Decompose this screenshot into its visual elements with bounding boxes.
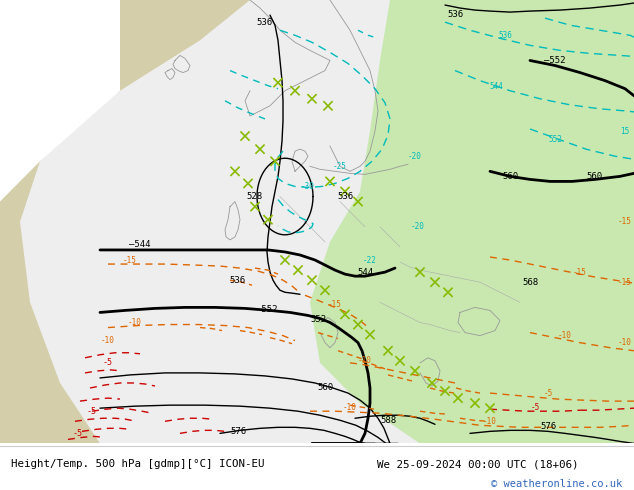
Text: -5: -5 <box>103 358 113 368</box>
Text: 15: 15 <box>621 126 630 136</box>
Text: -5: -5 <box>531 403 540 412</box>
Polygon shape <box>310 0 634 443</box>
Text: 588: 588 <box>380 416 396 425</box>
Text: 536: 536 <box>256 18 272 26</box>
Text: -15: -15 <box>573 268 587 277</box>
Polygon shape <box>20 0 634 443</box>
Text: 536: 536 <box>229 276 245 285</box>
Text: -10: -10 <box>101 336 115 345</box>
Text: -22: -22 <box>363 255 377 265</box>
Text: © weatheronline.co.uk: © weatheronline.co.uk <box>491 479 623 490</box>
Text: 544: 544 <box>357 268 373 277</box>
Text: 536: 536 <box>337 192 353 201</box>
Text: -20: -20 <box>411 222 425 231</box>
Text: -10: -10 <box>558 331 572 340</box>
Text: 552: 552 <box>548 135 562 144</box>
Text: 560: 560 <box>317 383 333 392</box>
Text: 560: 560 <box>586 172 602 181</box>
Text: -10: -10 <box>128 318 142 327</box>
Text: -15: -15 <box>123 255 137 265</box>
Text: -5: -5 <box>543 389 553 397</box>
Text: —552: —552 <box>256 305 278 314</box>
Polygon shape <box>0 0 634 443</box>
Text: 576: 576 <box>230 427 246 436</box>
Text: 552: 552 <box>310 315 326 324</box>
Text: -10: -10 <box>483 417 497 426</box>
Text: —544: —544 <box>129 241 151 249</box>
Text: 536: 536 <box>447 10 463 19</box>
Text: 560: 560 <box>502 172 518 181</box>
Text: -30: -30 <box>301 182 315 191</box>
Text: -10: -10 <box>358 356 372 366</box>
Text: -5: -5 <box>87 407 97 416</box>
Text: -20: -20 <box>408 152 422 161</box>
Text: —552: —552 <box>544 56 566 65</box>
Text: 536: 536 <box>498 31 512 40</box>
Text: We 25-09-2024 00:00 UTC (18+06): We 25-09-2024 00:00 UTC (18+06) <box>377 460 579 469</box>
Text: 528: 528 <box>246 192 262 201</box>
Text: 544: 544 <box>489 82 503 91</box>
Text: -10: -10 <box>343 403 357 412</box>
Text: -10: -10 <box>618 338 632 347</box>
Text: -15: -15 <box>618 217 632 226</box>
Text: -15: -15 <box>328 300 342 309</box>
Text: -15: -15 <box>618 278 632 287</box>
Text: -5: -5 <box>73 429 83 438</box>
Text: -25: -25 <box>333 162 347 171</box>
Text: Height/Temp. 500 hPa [gdmp][°C] ICON-EU: Height/Temp. 500 hPa [gdmp][°C] ICON-EU <box>11 460 265 469</box>
Text: 568: 568 <box>522 278 538 287</box>
Text: 576: 576 <box>540 422 556 431</box>
